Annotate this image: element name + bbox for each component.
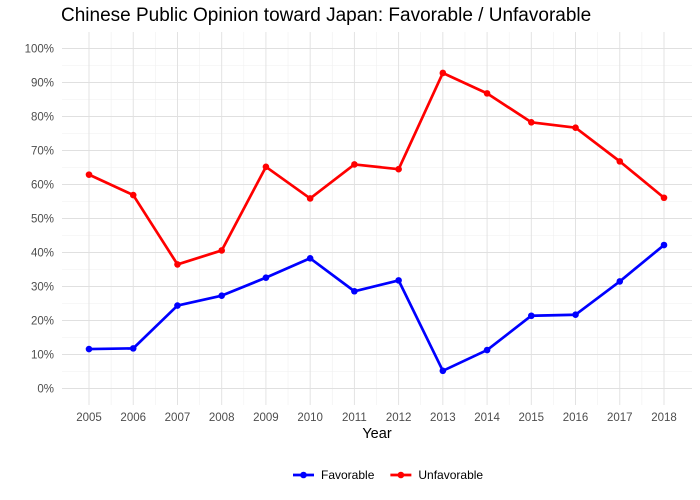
- favorable-point: [218, 292, 225, 299]
- x-axis-title: Year: [362, 426, 391, 442]
- x-tick-label: 2007: [165, 412, 191, 424]
- series-group: [85, 69, 668, 375]
- major-gridlines: [62, 32, 692, 405]
- x-tick-label: 2005: [76, 412, 102, 424]
- x-tick-label: 2013: [430, 412, 456, 424]
- x-tick-label: 2018: [651, 412, 677, 424]
- unfavorable-point: [85, 171, 93, 178]
- unfavorable-point: [572, 124, 579, 132]
- unfavorable-point: [306, 195, 314, 202]
- unfavorable-point: [483, 90, 491, 97]
- favorable-legend-marker: [300, 471, 307, 479]
- x-tick-label: 2006: [120, 412, 146, 424]
- favorable-legend-label: Favorable: [321, 468, 375, 482]
- x-tick-label: 2017: [607, 412, 633, 424]
- favorable-point: [306, 254, 314, 262]
- favorable-point: [439, 367, 447, 375]
- y-tick-label: 90%: [31, 78, 54, 90]
- unfavorable-point: [262, 163, 270, 171]
- x-tick-label: 2015: [519, 412, 545, 424]
- favorable-point: [395, 277, 402, 284]
- unfavorable-point: [616, 158, 624, 165]
- favorable-point: [174, 302, 181, 309]
- unfavorable-line: [87, 71, 666, 266]
- unfavorable-legend-label: Unfavorable: [418, 468, 483, 482]
- unfavorable-point: [660, 194, 668, 202]
- y-tick-label: 10%: [31, 350, 54, 362]
- favorable-point: [351, 287, 358, 295]
- favorable-point: [262, 274, 270, 281]
- favorable-point: [616, 278, 624, 285]
- y-tick-label: 80%: [31, 112, 54, 124]
- unfavorable-point: [439, 69, 447, 77]
- unfavorable-point: [174, 261, 181, 268]
- unfavorable-legend-marker: [397, 471, 405, 479]
- x-tick-label: 2014: [474, 412, 500, 424]
- x-tick-label: 2010: [297, 412, 323, 424]
- favorable-line: [87, 243, 666, 373]
- y-tick-label: 100%: [25, 44, 54, 56]
- favorable-point: [85, 345, 93, 353]
- favorable-point: [129, 345, 137, 352]
- y-tick-label: 30%: [31, 282, 54, 294]
- unfavorable-point: [351, 161, 358, 168]
- x-axis: 2005 2006 2007 2008 2009 2010 2011 2012 2013 2014…: [76, 412, 677, 424]
- x-tick-label: 2016: [563, 412, 589, 424]
- x-tick-label: 2009: [253, 412, 279, 424]
- y-tick-label: 40%: [31, 248, 54, 260]
- y-tick-label: 50%: [31, 214, 54, 226]
- favorable-point: [528, 312, 535, 320]
- x-tick-label: 2011: [342, 412, 367, 424]
- favorable-point: [660, 241, 668, 249]
- favorable-point: [572, 311, 579, 319]
- y-tick-label: 60%: [31, 180, 54, 192]
- unfavorable-point: [129, 191, 137, 199]
- chart-title: Chinese Public Opinion toward Japan: Fav…: [61, 5, 591, 26]
- legend: Favorable Unfavorable: [293, 468, 483, 482]
- y-tick-label: 20%: [31, 316, 54, 328]
- unfavorable-point: [528, 118, 535, 126]
- unfavorable-point: [218, 247, 225, 254]
- y-axis: 0% 10% 20% 30% 40% 50% 60% 70% 80% 90% 100%: [25, 44, 54, 396]
- x-tick-label: 2008: [209, 412, 235, 424]
- favorable-point: [483, 346, 491, 354]
- unfavorable-point: [395, 165, 402, 173]
- y-tick-label: 0%: [37, 384, 54, 396]
- x-tick-label: 2012: [386, 412, 412, 424]
- y-tick-label: 70%: [31, 146, 54, 158]
